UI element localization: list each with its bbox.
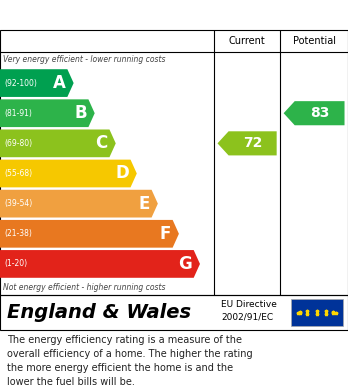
Bar (291, 299, 343, 326)
Polygon shape (0, 220, 179, 248)
Text: E: E (139, 195, 150, 213)
Text: (92-100): (92-100) (4, 79, 37, 88)
Polygon shape (0, 250, 200, 278)
Text: (55-68): (55-68) (4, 169, 32, 178)
Text: (21-38): (21-38) (4, 229, 32, 238)
Text: F: F (159, 225, 171, 243)
Text: (1-20): (1-20) (4, 260, 27, 269)
Text: A: A (53, 74, 66, 92)
Text: C: C (95, 135, 108, 152)
Polygon shape (0, 190, 158, 217)
Text: The energy efficiency rating is a measure of the
overall efficiency of a home. T: The energy efficiency rating is a measur… (7, 335, 253, 387)
Text: (69-80): (69-80) (4, 139, 32, 148)
Polygon shape (218, 131, 277, 155)
Text: 83: 83 (310, 106, 329, 120)
Text: Potential: Potential (293, 36, 335, 46)
Text: D: D (115, 165, 129, 183)
Polygon shape (0, 160, 137, 187)
Text: G: G (178, 255, 192, 273)
Text: Not energy efficient - higher running costs: Not energy efficient - higher running co… (3, 283, 166, 292)
Text: (39-54): (39-54) (4, 199, 32, 208)
Polygon shape (0, 99, 95, 127)
Text: B: B (74, 104, 87, 122)
Polygon shape (0, 69, 74, 97)
Text: England & Wales: England & Wales (7, 303, 191, 322)
Text: Energy Efficiency Rating: Energy Efficiency Rating (7, 7, 217, 23)
Text: (81-91): (81-91) (4, 109, 32, 118)
Polygon shape (0, 129, 116, 157)
Text: Current: Current (229, 36, 266, 46)
Text: 72: 72 (243, 136, 262, 151)
Text: EU Directive
2002/91/EC: EU Directive 2002/91/EC (221, 300, 277, 321)
Polygon shape (284, 101, 345, 125)
Text: Very energy efficient - lower running costs: Very energy efficient - lower running co… (3, 56, 166, 65)
